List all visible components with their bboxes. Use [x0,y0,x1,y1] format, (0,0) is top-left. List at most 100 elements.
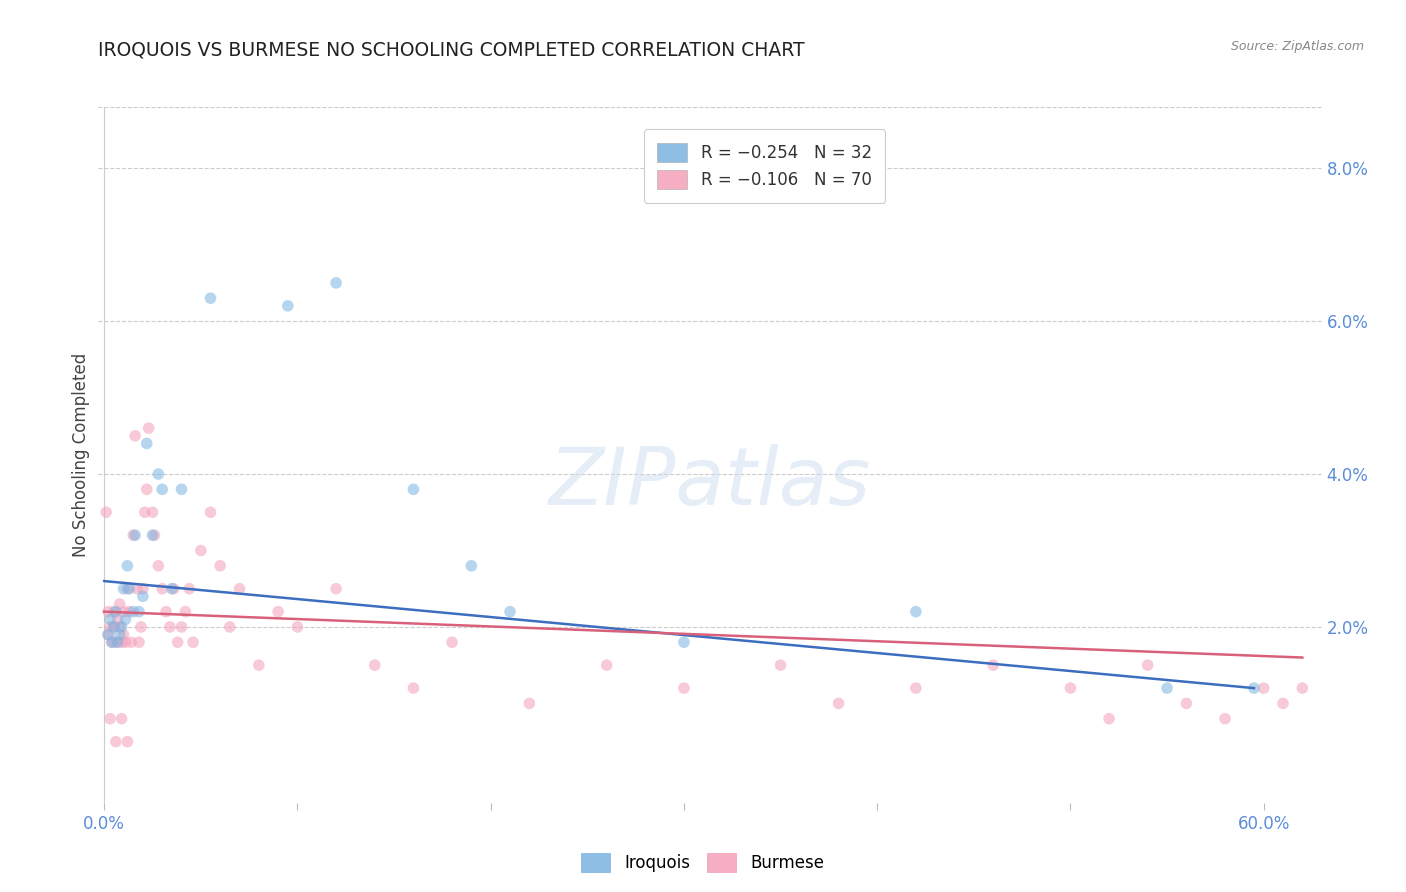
Point [218,620,240,634]
Point [110,712,132,726]
Point [103,620,125,634]
Point [904,605,927,619]
Point [101,635,124,649]
Text: Source: ZipAtlas.com: Source: ZipAtlas.com [1230,40,1364,54]
Point [1098,712,1121,726]
Point [402,681,425,695]
Point [104,734,127,748]
Point [138,421,160,435]
Point [1272,697,1295,711]
Point [118,605,141,619]
Point [672,681,695,695]
Point [174,605,197,619]
Point [1059,681,1081,695]
Point [267,605,290,619]
Point [117,734,139,748]
Point [170,620,193,634]
Point [128,605,150,619]
Point [122,528,145,542]
Point [441,635,464,649]
Point [1175,697,1198,711]
Point [110,620,132,634]
Text: ZIPatlas: ZIPatlas [548,443,872,522]
Point [114,635,136,649]
Point [155,605,177,619]
Point [141,505,163,519]
Point [103,605,125,619]
Point [148,558,170,573]
Point [163,582,186,596]
Point [135,483,157,497]
Y-axis label: No Schooling Completed: No Schooling Completed [72,353,90,557]
Point [117,558,139,573]
Point [904,681,927,695]
Point [160,582,183,596]
Point [141,528,163,542]
Point [460,558,482,573]
Point [124,429,146,443]
Point [135,436,157,450]
Point [166,635,188,649]
Point [190,543,212,558]
Point [122,605,145,619]
Point [517,697,540,711]
Point [181,635,204,649]
Point [98,620,121,634]
Point [287,620,309,634]
Point [402,483,425,497]
Point [110,635,132,649]
Point [118,582,141,596]
Point [200,291,222,305]
Point [325,276,347,290]
Point [129,620,152,634]
Text: IROQUOIS VS BURMESE NO SCHOOLING COMPLETED CORRELATION CHART: IROQUOIS VS BURMESE NO SCHOOLING COMPLET… [98,40,806,59]
Point [103,620,125,634]
Point [499,605,522,619]
Point [672,635,695,649]
Point [132,582,155,596]
Point [1213,712,1236,726]
Point [769,658,792,673]
Point [277,299,299,313]
Point [1156,681,1178,695]
Point [101,635,124,649]
Point [148,467,170,481]
Point [134,505,156,519]
Point [1136,658,1159,673]
Point [107,612,129,626]
Point [108,597,131,611]
Point [97,627,120,641]
Point [97,627,120,641]
Point [179,582,201,596]
Point [108,627,131,641]
Point [114,612,136,626]
Point [170,483,193,497]
Point [200,505,222,519]
Point [1253,681,1275,695]
Point [112,582,135,596]
Point [117,582,139,596]
Point [981,658,1004,673]
Point [595,658,617,673]
Point [98,612,121,626]
Point [94,505,117,519]
Point [128,635,150,649]
Point [112,605,135,619]
Point [150,483,173,497]
Point [98,712,121,726]
Point [97,605,120,619]
Point [143,528,166,542]
Point [104,635,127,649]
Point [159,620,181,634]
Point [325,582,347,596]
Point [1291,681,1313,695]
Point [107,635,129,649]
Point [125,582,148,596]
Point [112,627,135,641]
Point [150,582,173,596]
Point [104,605,127,619]
Point [209,558,232,573]
Legend: R = −0.254   N = 32, R = −0.106   N = 70: R = −0.254 N = 32, R = −0.106 N = 70 [644,129,886,202]
Point [1243,681,1265,695]
Point [108,620,131,634]
